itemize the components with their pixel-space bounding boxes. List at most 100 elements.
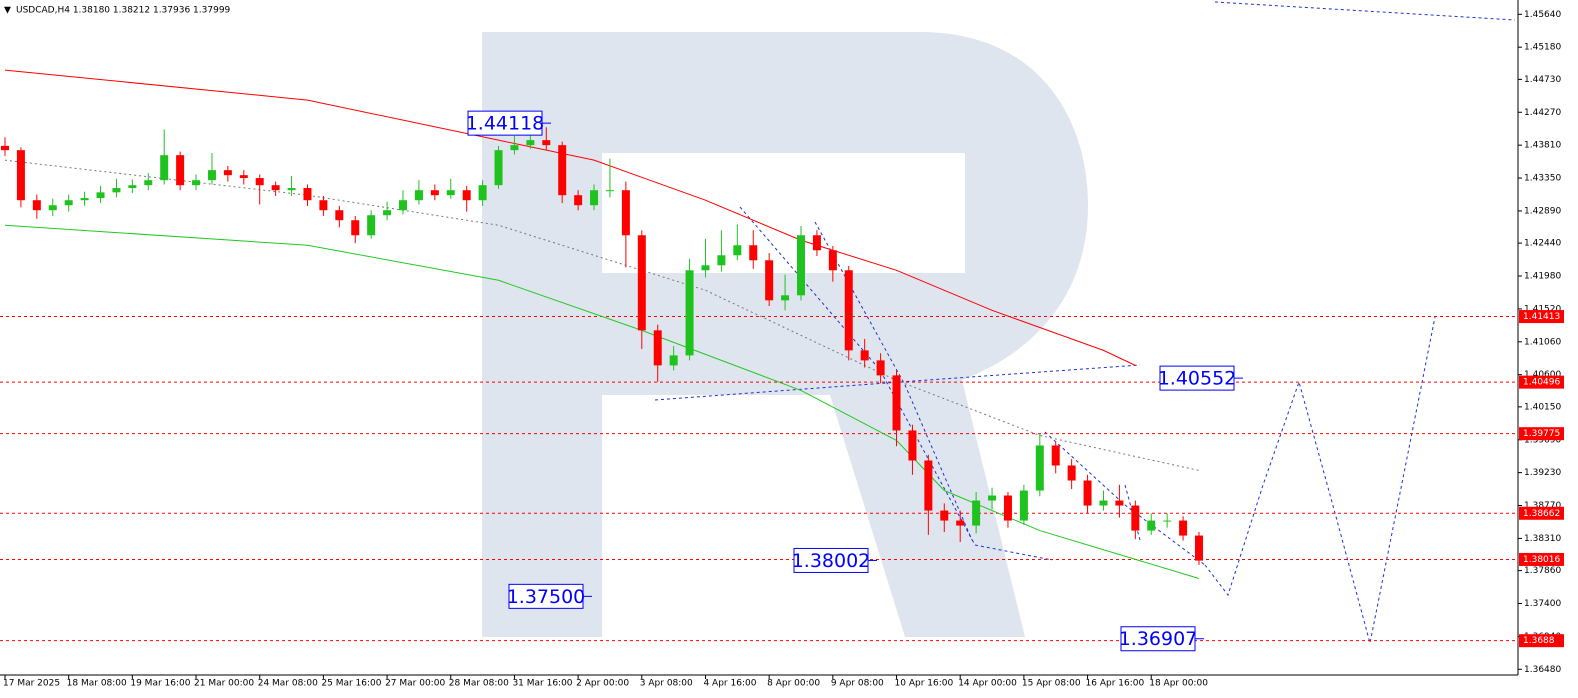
- candle-body: [1003, 495, 1012, 521]
- candle-body: [637, 235, 646, 331]
- x-tick-label: 9 Apr 08:00: [831, 679, 884, 689]
- annotation-label: 1.38002: [792, 550, 871, 572]
- annotation-label: 1.44118: [466, 113, 545, 135]
- x-tick-label: 17 Mar 2025: [3, 679, 60, 689]
- level-label: 1.3688: [1523, 636, 1555, 646]
- candle-body: [892, 375, 901, 431]
- y-tick-label: 1.43350: [1524, 174, 1561, 184]
- candle-body: [860, 350, 869, 361]
- candle-body: [972, 500, 981, 526]
- x-tick-label: 16 Apr 16:00: [1086, 679, 1145, 689]
- candle-body: [48, 205, 57, 211]
- candle-body: [669, 355, 678, 366]
- candle-body: [1, 145, 9, 151]
- candle-body: [749, 245, 758, 261]
- candle-body: [797, 235, 805, 296]
- candle-body: [1195, 535, 1203, 561]
- candle-body: [112, 188, 121, 193]
- candle-body: [335, 210, 344, 221]
- x-tick-label: 15 Apr 08:00: [1022, 679, 1081, 689]
- y-tick-label: 1.44270: [1524, 108, 1561, 118]
- y-tick-label: 1.43810: [1524, 141, 1561, 151]
- level-label: 1.38662: [1523, 509, 1560, 519]
- y-tick-label: 1.39690: [1524, 435, 1561, 445]
- candle-body: [96, 192, 105, 199]
- candle-body: [621, 190, 630, 236]
- candle-body: [176, 155, 185, 186]
- candle-body: [701, 265, 710, 271]
- level-label-box: [1519, 310, 1564, 324]
- y-tick-label: 1.40600: [1524, 370, 1561, 380]
- candle-body: [478, 185, 487, 201]
- y-tick-label: 1.41060: [1524, 337, 1561, 347]
- y-tick-label: 1.42440: [1524, 239, 1561, 249]
- candle-body: [828, 250, 837, 271]
- x-tick-label: 21 Mar 00:00: [194, 679, 254, 689]
- candle-body: [1019, 490, 1028, 521]
- candle-body: [574, 195, 583, 206]
- candle-body: [924, 460, 933, 511]
- candle-body: [685, 270, 694, 356]
- candle-body: [192, 180, 201, 186]
- candle-body: [414, 190, 423, 201]
- candle-body: [1035, 445, 1044, 491]
- candle-body: [16, 150, 25, 201]
- x-tick-label: 4 Apr 16:00: [703, 679, 756, 689]
- x-tick-label: 18 Mar 08:00: [67, 679, 127, 689]
- candle-body: [271, 185, 280, 191]
- candle-body: [1115, 500, 1124, 506]
- x-tick-label: 2 Apr 00:00: [576, 679, 629, 689]
- candle-body: [160, 155, 169, 181]
- candle-body: [287, 188, 296, 191]
- level-label-box: [1519, 506, 1564, 520]
- annotation-label: 1.36907: [1119, 628, 1198, 650]
- candle-body: [1131, 505, 1140, 531]
- candle-body: [80, 198, 89, 201]
- candle-body: [351, 220, 360, 236]
- y-tick-label: 1.42890: [1524, 206, 1561, 216]
- y-tick-label: 1.38770: [1524, 501, 1561, 511]
- candle-body: [956, 520, 965, 526]
- candle-body: [462, 190, 471, 201]
- x-tick-label: 18 Apr 00:00: [1149, 679, 1208, 689]
- level-label: 1.38016: [1523, 555, 1560, 565]
- candle-body: [590, 190, 599, 206]
- candle-body: [733, 245, 742, 256]
- annotation-box: [1120, 626, 1196, 652]
- y-tick-label: 1.37400: [1524, 599, 1561, 609]
- watermark: [482, 32, 1088, 637]
- candle-body: [1163, 520, 1172, 522]
- x-tick-label: 8 Apr 00:00: [767, 679, 820, 689]
- y-tick-label: 1.44730: [1524, 75, 1561, 85]
- y-tick-label: 1.41520: [1524, 304, 1561, 314]
- level-label-box: [1519, 552, 1564, 566]
- candle-body: [653, 330, 662, 366]
- candle-body: [367, 215, 376, 236]
- candle-body: [717, 255, 726, 266]
- x-tick-label: 31 Mar 16:00: [512, 679, 572, 689]
- candle-body: [144, 180, 153, 186]
- candle-body: [812, 235, 821, 251]
- y-tick-label: 1.40150: [1524, 402, 1561, 412]
- candle-body: [940, 510, 949, 521]
- candle-body: [223, 170, 232, 176]
- candle-body: [1067, 465, 1076, 481]
- x-tick-label: 14 Apr 00:00: [958, 679, 1017, 689]
- y-tick-label: 1.41980: [1524, 272, 1561, 282]
- candle-body: [1179, 520, 1188, 536]
- y-tick-label: 1.38310: [1524, 534, 1561, 544]
- candle-body: [430, 190, 439, 196]
- level-label-box: [1519, 427, 1564, 441]
- y-tick-label: 1.45180: [1524, 43, 1561, 53]
- candle-body: [446, 190, 455, 196]
- candle-body: [128, 185, 137, 189]
- candle-body: [32, 200, 41, 211]
- candle-body: [239, 175, 248, 179]
- candle-body: [988, 495, 997, 501]
- x-tick-label: 3 Apr 08:00: [640, 679, 693, 689]
- candle-body: [1099, 500, 1108, 506]
- level-label: 1.41413: [1523, 312, 1560, 322]
- annotation-label: 1.40552: [1158, 368, 1237, 390]
- candle-body: [908, 430, 917, 461]
